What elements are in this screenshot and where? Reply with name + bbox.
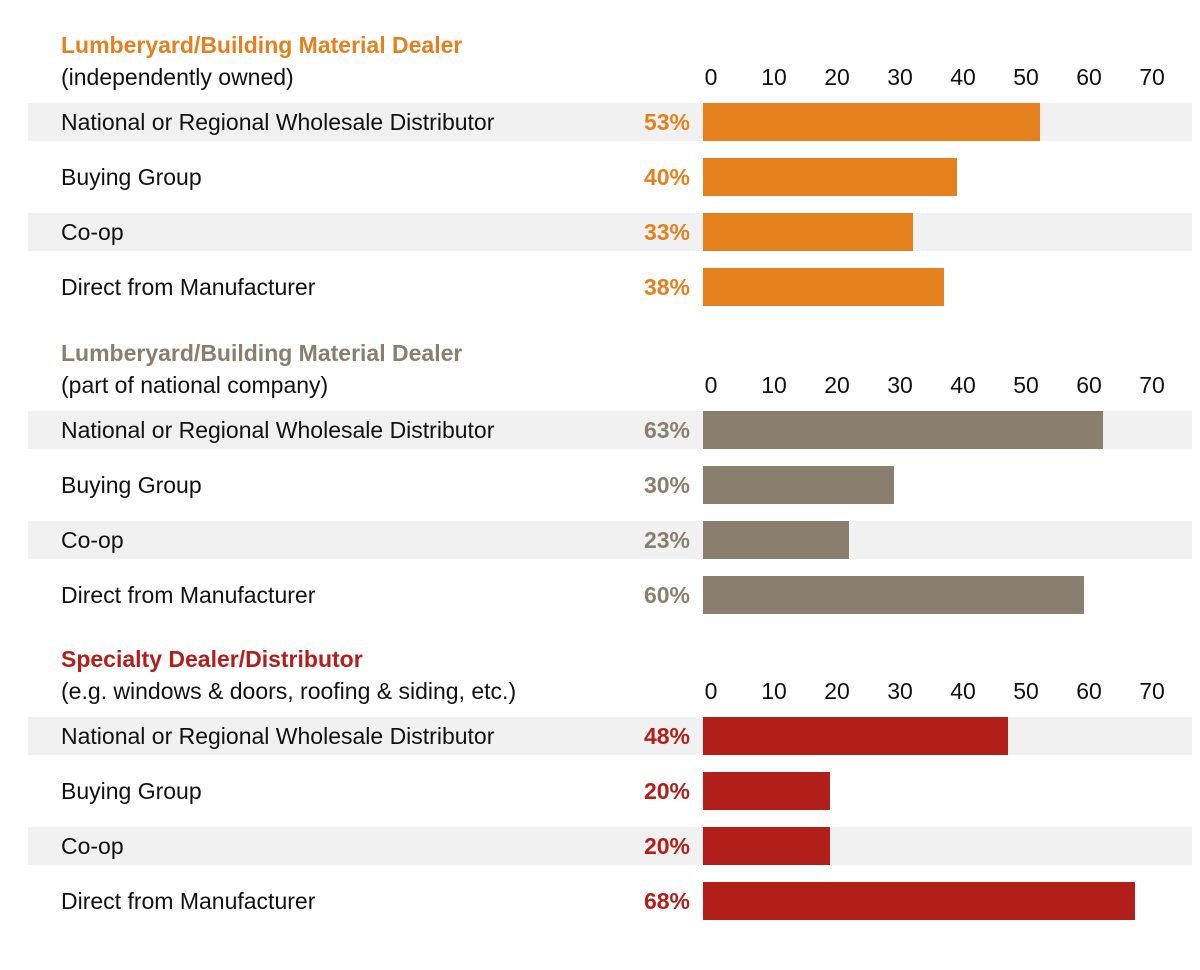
data-label: 53% [643,109,690,135]
category-label: Buying Group [61,778,202,804]
axis-tick-label: 40 [950,678,976,704]
bar [703,882,1135,920]
bar [703,213,913,251]
axis-tick-label: 60 [1076,678,1102,704]
bar-row: National or Regional Wholesale Distribut… [28,411,1192,449]
data-label: 63% [643,417,690,443]
axis-tick-label: 50 [1013,372,1039,398]
bar [703,772,830,810]
data-label: 60% [643,582,690,608]
axis-tick-label: 60 [1076,372,1102,398]
data-label: 48% [643,723,690,749]
bar-row: Co-op 23% [28,521,1192,559]
chart-title: Lumberyard/Building Material Dealer [61,340,463,366]
axis-tick-label: 40 [950,64,976,90]
category-label: Direct from Manufacturer [61,888,316,914]
bar-row: Direct from Manufacturer 60% [28,576,1192,614]
axis-tick-label: 30 [887,372,913,398]
axis-tick-label: 60 [1076,64,1102,90]
axis-tick-label: 40 [950,372,976,398]
bar [703,411,1104,449]
bar-row: Buying Group 20% [28,772,1192,810]
axis-tick-label: 70 [1139,64,1165,90]
category-label: National or Regional Wholesale Distribut… [61,109,495,135]
axis-tick-label: 0 [704,372,718,398]
category-label: Co-op [61,527,124,553]
axis-tick-label: 70 [1139,372,1165,398]
category-label: Direct from Manufacturer [61,582,316,608]
data-label: 20% [643,778,690,804]
chart-subtitle: (independently owned) [61,64,294,90]
bar-row: National or Regional Wholesale Distribut… [28,103,1192,141]
chart-group-1: Lumberyard/Building Material Dealer (part… [0,340,1200,640]
bar [703,158,957,196]
data-label: 38% [643,274,690,300]
chart-subtitle: (e.g. windows & doors, roofing & siding,… [61,678,517,704]
category-label: National or Regional Wholesale Distribut… [61,723,495,749]
bar-row: National or Regional Wholesale Distribut… [28,717,1192,755]
data-label: 33% [643,219,690,245]
bar [703,103,1040,141]
bar [703,466,894,504]
axis-tick-label: 30 [887,64,913,90]
data-label: 30% [643,472,690,498]
category-label: Direct from Manufacturer [61,274,316,300]
chart-title: Lumberyard/Building Material Dealer [61,32,463,58]
bar-row: Direct from Manufacturer 38% [28,268,1192,306]
bar-row: Co-op 20% [28,827,1192,865]
category-label: National or Regional Wholesale Distribut… [61,417,495,443]
axis-tick-label: 50 [1013,678,1039,704]
chart-group-2: Specialty Dealer/Distributor (e.g. window… [0,646,1200,946]
axis-tick-label: 20 [824,64,850,90]
data-label: 40% [643,164,690,190]
axis-tick-label: 10 [761,64,787,90]
bar [703,717,1008,755]
axis-tick-label: 30 [887,678,913,704]
axis-tick-label: 70 [1139,678,1165,704]
category-label: Buying Group [61,164,202,190]
axis-tick-label: 20 [824,372,850,398]
bar [703,576,1084,614]
data-label: 20% [643,833,690,859]
chart-subtitle: (part of national company) [61,372,329,398]
axis-tick-label: 20 [824,678,850,704]
bar-row: Co-op 33% [28,213,1192,251]
bar [703,827,830,865]
data-label: 23% [643,527,690,553]
axis-tick-label: 50 [1013,64,1039,90]
axis-tick-label: 0 [704,64,718,90]
category-label: Co-op [61,219,124,245]
category-label: Co-op [61,833,124,859]
axis-tick-label: 10 [761,372,787,398]
axis-tick-label: 0 [704,678,718,704]
category-label: Buying Group [61,472,202,498]
chart-title: Specialty Dealer/Distributor [61,646,363,672]
bar-row: Direct from Manufacturer 68% [28,882,1192,920]
bar-row: Buying Group 30% [28,466,1192,504]
bar [703,268,945,306]
axis-tick-label: 10 [761,678,787,704]
data-label: 68% [643,888,690,914]
bar [703,521,850,559]
chart-group-0: Lumberyard/Building Material Dealer (inde… [0,32,1200,332]
bar-row: Buying Group 40% [28,158,1192,196]
